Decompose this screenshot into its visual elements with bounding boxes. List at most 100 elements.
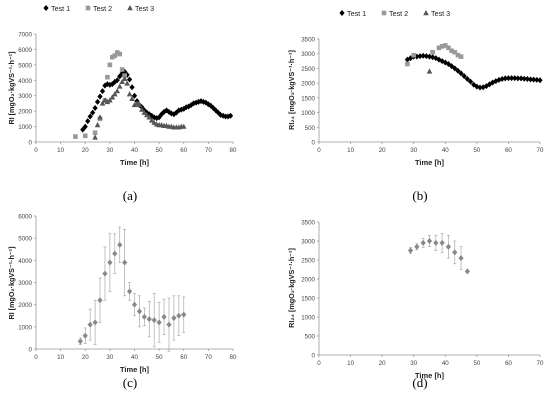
x-tick-label: 10 [347, 360, 354, 367]
data-point [426, 53, 433, 60]
data-point [436, 45, 442, 51]
data-point [104, 98, 111, 105]
data-point [112, 250, 118, 257]
x-tick-label: 50 [156, 147, 163, 154]
data-point [493, 78, 499, 85]
x-tick-label: 30 [410, 360, 417, 367]
data-point [414, 53, 420, 60]
legend-marker [127, 5, 133, 11]
legend-marker [339, 10, 345, 16]
data-point [508, 75, 515, 82]
y-tick-label: 3000 [301, 239, 315, 246]
x-tick-label: 60 [180, 354, 187, 361]
y-axis-title: RI₂₄ [mgO₂·kgVS⁻¹·h⁻¹] [287, 248, 296, 328]
data-point [452, 249, 458, 256]
data-point [119, 70, 125, 77]
y-tick-label: 4000 [18, 78, 32, 85]
data-point [92, 105, 98, 112]
data-point [156, 319, 162, 326]
data-point [446, 45, 451, 51]
y-tick-label: 3000 [18, 93, 32, 100]
data-point [94, 122, 101, 128]
x-tick-label: 30 [106, 147, 113, 154]
data-point [139, 106, 145, 112]
data-point [77, 338, 83, 345]
y-tick-label: 1000 [301, 315, 315, 322]
data-point [455, 67, 461, 74]
data-point [474, 83, 480, 90]
data-point [166, 321, 172, 328]
y-tick-label: 0 [312, 353, 316, 360]
data-point [430, 54, 436, 61]
data-point [477, 84, 483, 91]
x-tick-label: 40 [442, 147, 449, 154]
y-tick-label: 7000 [18, 32, 32, 39]
x-tick-label: 0 [34, 147, 38, 154]
x-tick-label: 60 [505, 147, 512, 154]
data-point [458, 54, 464, 59]
data-point [82, 332, 88, 339]
data-point [126, 288, 133, 295]
y-tick-label: 4000 [18, 258, 32, 265]
data-point [467, 78, 474, 85]
y-tick-label: 5000 [18, 62, 32, 69]
data-point [455, 52, 461, 58]
data-point [531, 76, 537, 83]
y-tick-label: 6000 [18, 47, 32, 54]
data-point [512, 75, 518, 82]
panel-label-c: (c) [122, 375, 138, 390]
x-tick-label: 70 [205, 354, 212, 361]
x-tick-label: 70 [205, 147, 212, 154]
data-point [490, 79, 496, 86]
data-point [430, 49, 435, 55]
data-point [458, 255, 464, 262]
x-tick-label: 20 [379, 147, 386, 154]
data-point [73, 134, 78, 139]
data-point [85, 118, 91, 125]
data-point [121, 75, 128, 81]
data-point [82, 133, 88, 139]
data-point [442, 43, 448, 48]
data-point [171, 314, 177, 321]
x-tick-label: 10 [57, 147, 64, 154]
data-point [405, 61, 410, 67]
x-tick-label: 60 [180, 147, 187, 154]
y-tick-label: 2000 [18, 109, 32, 116]
series-1 [80, 68, 234, 133]
x-tick-label: 0 [317, 147, 321, 154]
legend-label: Test 3 [135, 4, 154, 13]
y-tick-label: 2000 [301, 277, 315, 284]
data-point [126, 76, 133, 83]
data-point [131, 101, 138, 108]
data-point [109, 94, 116, 100]
data-point [537, 77, 543, 84]
x-tick-label: 20 [379, 360, 386, 367]
data-point [87, 113, 93, 120]
x-tick-label: 10 [57, 354, 64, 361]
x-tick-label: 40 [131, 354, 138, 361]
data-point [92, 319, 98, 326]
panel-label-d: (d) [412, 375, 428, 390]
x-tick-label: 50 [473, 360, 480, 367]
x-tick-label: 60 [505, 360, 512, 367]
chart-panel-3: 0 1000 2000 3000 4000 5000 6000 0 10 20 30 40 50 60 70… [7, 214, 237, 375]
series-3 [92, 75, 187, 140]
x-tick-label: 10 [347, 147, 354, 154]
x-tick-label: 40 [131, 147, 138, 154]
data-point [404, 56, 410, 63]
legend-marker [43, 5, 49, 11]
panel-label-a: (a) [122, 188, 138, 203]
y-tick-label: 0 [29, 140, 33, 147]
data-point [433, 239, 439, 246]
y-tick-label: 1500 [301, 296, 315, 303]
data-point [102, 270, 108, 277]
data-point [464, 268, 470, 275]
y-tick-label: 2500 [301, 258, 315, 265]
legend-marker [381, 10, 387, 16]
data-point [452, 49, 458, 55]
data-point [180, 123, 187, 129]
panel-label-b: (b) [412, 188, 428, 203]
data-point [112, 91, 118, 97]
data-point [181, 311, 187, 318]
data-point [449, 63, 455, 70]
